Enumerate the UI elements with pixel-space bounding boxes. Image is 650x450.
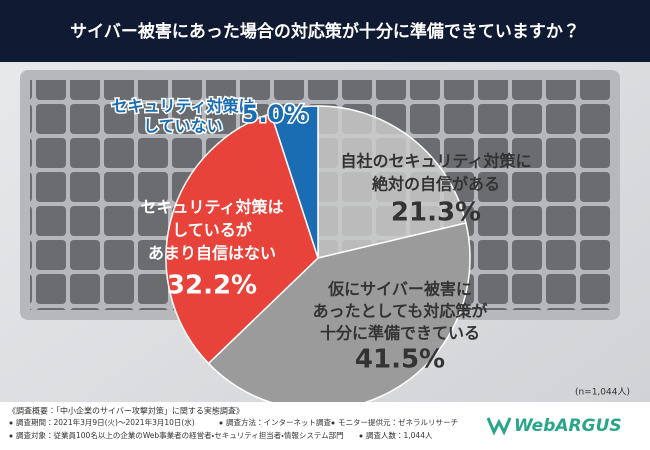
logo-text: WebARGUS	[514, 416, 622, 436]
slice-label: 仮にサイバー被害に	[327, 280, 472, 299]
bullet	[9, 421, 13, 425]
logo: WebARGUS	[486, 416, 622, 436]
bullet	[359, 434, 363, 438]
footer-item: 調査期間：2021年3月9日(火)～2021年3月10日(水)	[16, 417, 195, 427]
value-label: 41.5%	[355, 345, 445, 375]
logo-mark	[486, 417, 512, 436]
value-label: 5.0%	[242, 100, 309, 128]
footer-heading: 《調査概要：「中小企業のサイバー攻撃対策」に関する実態調査》	[8, 406, 244, 416]
footer-item: 調査対象：従業員100名以上の企業のWeb事業者の経営者・セキュリティ担当者・情…	[16, 430, 344, 440]
footer-item: 調査人数：1,044人	[366, 430, 433, 440]
value-label: 21.3%	[391, 198, 481, 228]
footer-item: モニター提供元：ゼネラルリサーチ	[338, 417, 458, 427]
slice-label: セキュリティ対策は	[111, 97, 254, 116]
slice-label: あまり自信はない	[148, 244, 276, 263]
pie-slice	[165, 112, 319, 365]
pie-slice	[317, 105, 467, 259]
slice-label: セキュリティ対策は	[140, 198, 283, 217]
footer-items: 調査期間：2021年3月9日(火)～2021年3月10日(水) 調査方法：インター…	[9, 417, 458, 440]
value-label: 32.2%	[167, 271, 257, 301]
slice-label: 絶対の自信がある	[371, 175, 500, 194]
pie-slice	[270, 105, 319, 259]
slice-label: しているが	[172, 221, 252, 240]
sample-note: (n=1,044人)	[575, 388, 630, 398]
chart-title: サイバー被害にあった場合の対応策が十分に準備できていますか？	[70, 21, 580, 42]
slice-label: 十分に準備できている	[320, 324, 480, 343]
bullet	[219, 421, 223, 425]
bullet	[9, 434, 13, 438]
footer-item: 調査方法：インターネット調査	[226, 417, 331, 427]
header-bar	[0, 0, 650, 62]
footer	[0, 402, 650, 450]
slice-label: していない	[143, 117, 223, 136]
slice-label: 自社のセキュリティ対策に	[340, 152, 531, 171]
pie-slice	[207, 222, 471, 411]
slice-label: あったとしても対応策が	[313, 302, 488, 321]
pie	[165, 105, 471, 411]
bullet	[331, 421, 335, 425]
